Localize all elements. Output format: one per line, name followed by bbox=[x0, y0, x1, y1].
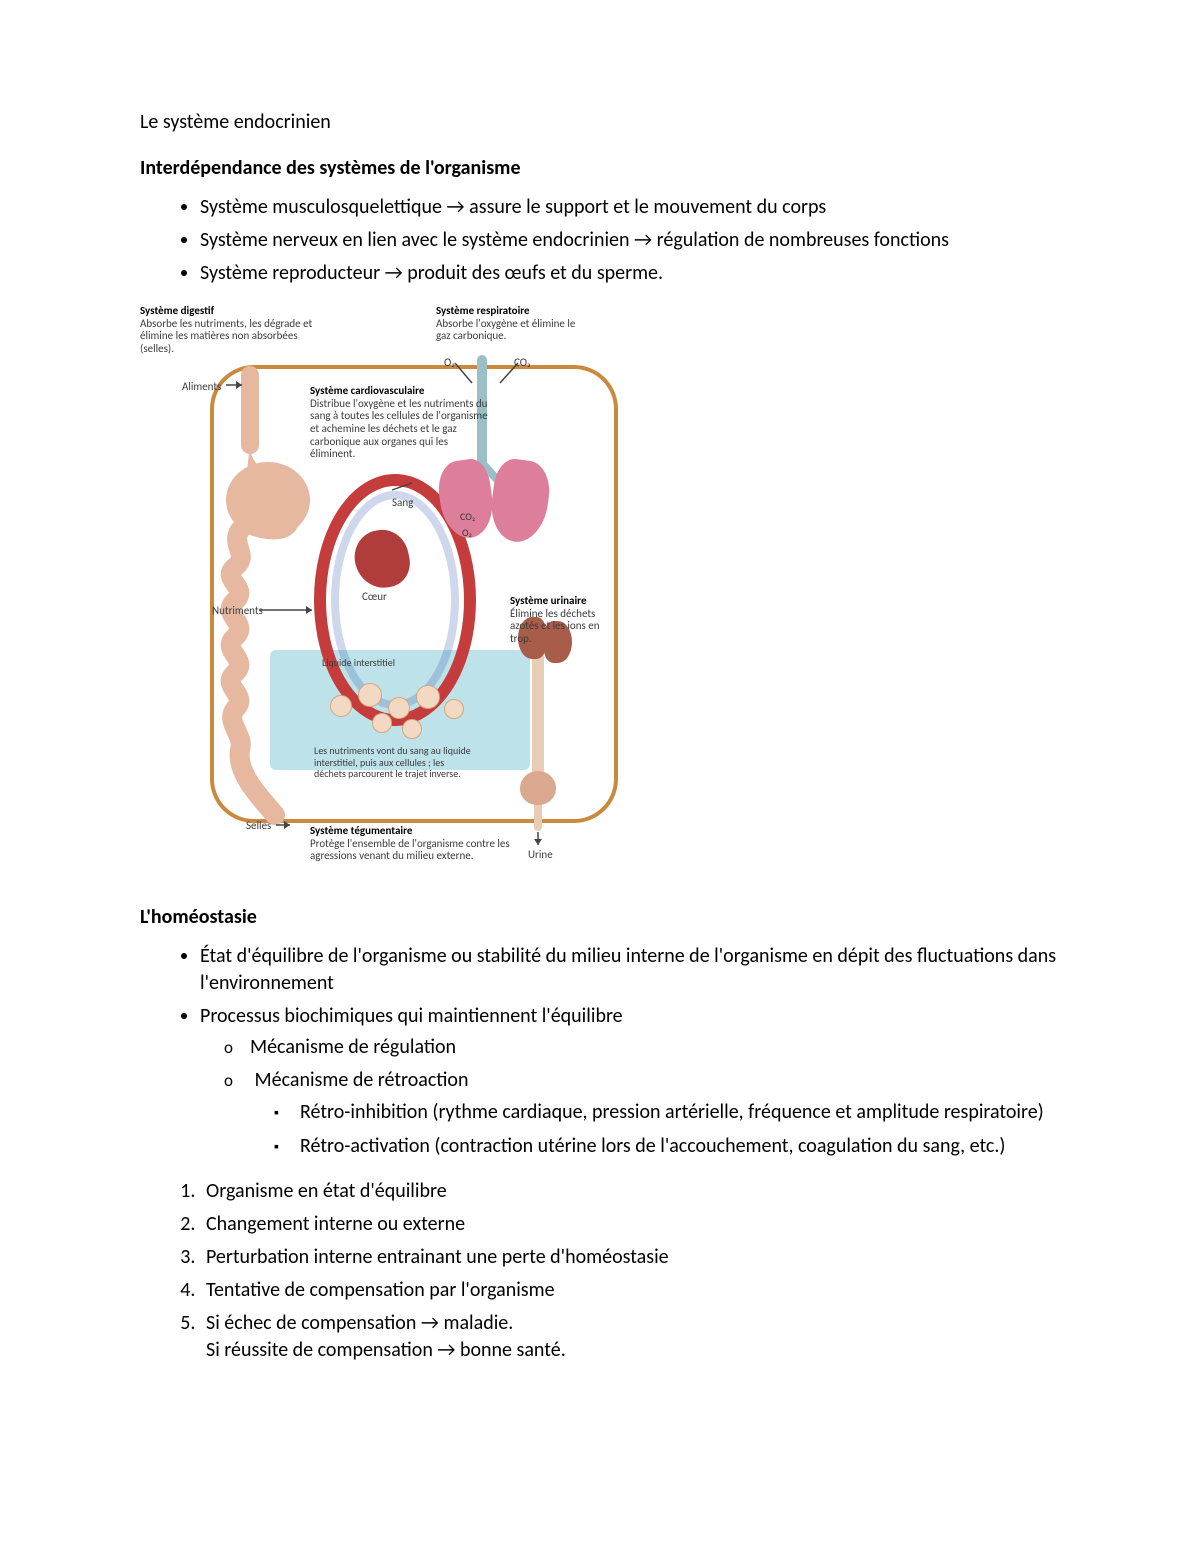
list-item: Rétro-inhibition (rythme cardiaque, pres… bbox=[300, 1098, 1060, 1126]
list-item: Organisme en état d'équilibre bbox=[200, 1178, 1060, 1205]
label-sang: Sang bbox=[392, 497, 413, 510]
label-liquide: Liquide interstitiel bbox=[322, 657, 395, 669]
numbered-list: Organisme en état d'équilibre Changement… bbox=[140, 1178, 1060, 1364]
list-item: Si échec de compensation → maladie. Si r… bbox=[200, 1310, 1060, 1364]
list-item: Système reproducteur → produit des œufs … bbox=[200, 260, 1060, 287]
bullet-list-interdependance: Système musculosquelettique → assure le … bbox=[140, 194, 1060, 287]
list-item: Tentative de compensation par l'organism… bbox=[200, 1277, 1060, 1304]
label-urinaire: Système urinaire Élimine les déchets azo… bbox=[510, 595, 610, 646]
section-heading-interdependance: Interdépendance des systèmes de l'organi… bbox=[140, 156, 1060, 180]
label-cardio: Système cardiovasculaire Distribue l'oxy… bbox=[310, 385, 490, 461]
label-o2: O₂ bbox=[444, 357, 455, 370]
label-coeur: Cœur bbox=[362, 591, 387, 604]
list-item: État d'équilibre de l'organisme ou stabi… bbox=[200, 943, 1060, 997]
list-item: Processus biochimiques qui maintiennent … bbox=[200, 1003, 1060, 1160]
label-o2-2: O₂ bbox=[462, 527, 472, 539]
list-item: Système musculosquelettique → assure le … bbox=[200, 194, 1060, 221]
label-urine: Urine bbox=[528, 849, 553, 862]
document-page: Le système endocrinien Interdépendance d… bbox=[0, 0, 1200, 1454]
page-title: Le système endocrinien bbox=[140, 110, 1060, 134]
bullet-list-homeostasie: État d'équilibre de l'organisme ou stabi… bbox=[140, 943, 1060, 1160]
sublist-o: Mécanisme de régulation Mécanisme de rét… bbox=[200, 1034, 1060, 1160]
label-nutriments-note: Les nutriments vont du sang au liquide i… bbox=[314, 745, 474, 780]
list-item: Mécanisme de régulation bbox=[250, 1034, 1060, 1061]
list-item: Système nerveux en lien avec le système … bbox=[200, 227, 1060, 254]
list-item: Changement interne ou externe bbox=[200, 1211, 1060, 1238]
label-co2-2: CO₂ bbox=[460, 511, 475, 523]
label-aliments: Aliments bbox=[182, 381, 221, 394]
label-tegumentaire: Système tégumentaire Protège l'ensemble … bbox=[310, 825, 510, 863]
label-selles: Selles bbox=[246, 820, 271, 833]
label-digestif: Système digestif Absorbe les nutriments,… bbox=[140, 305, 320, 356]
label-co2: CO₂ bbox=[514, 357, 531, 370]
anatomy-diagram: Système digestif Absorbe les nutriments,… bbox=[140, 305, 1060, 885]
sublist-square: Rétro-inhibition (rythme cardiaque, pres… bbox=[250, 1098, 1060, 1160]
section-heading-homeostasie: L'homéostasie bbox=[140, 905, 1060, 929]
list-item: Mécanisme de rétroaction Rétro-inhibitio… bbox=[250, 1067, 1060, 1160]
list-item: Perturbation interne entrainant une pert… bbox=[200, 1244, 1060, 1271]
list-item: Rétro-activation (contraction utérine lo… bbox=[300, 1132, 1060, 1160]
label-respiratoire: Système respiratoire Absorbe l'oxygène e… bbox=[436, 305, 586, 343]
label-nutriments: Nutriments bbox=[212, 605, 263, 618]
